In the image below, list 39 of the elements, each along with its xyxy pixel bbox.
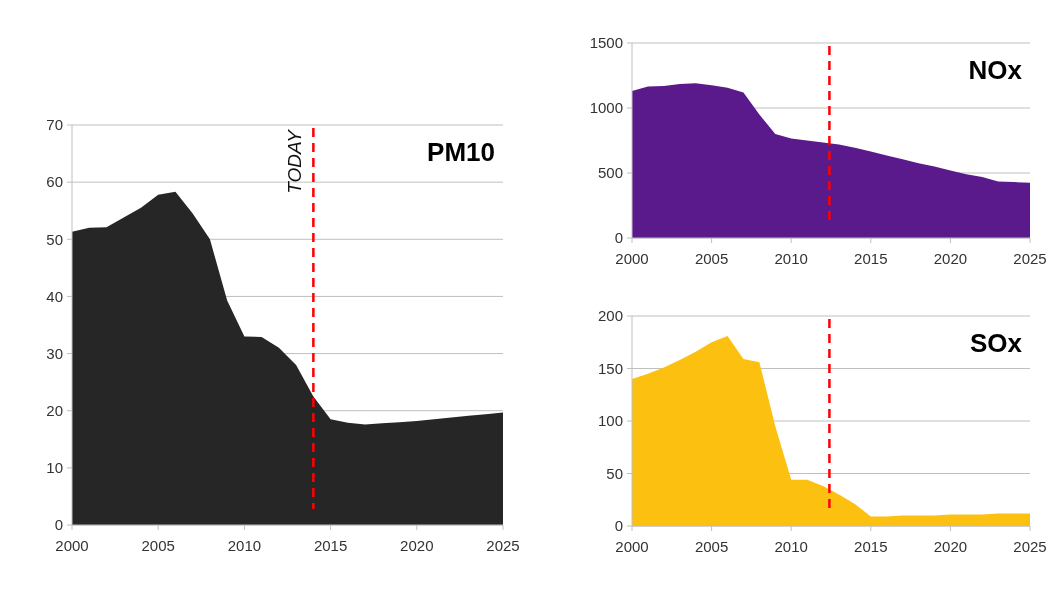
x-tick-label: 2015	[854, 250, 888, 267]
y-tick-label: 0	[54, 516, 63, 534]
y-tick-label: 0	[614, 229, 623, 247]
y-tick-label: 500	[597, 164, 623, 182]
text: SOx	[969, 328, 1023, 358]
x-tick-label: 2020	[933, 538, 968, 555]
y-tick-label: 50	[46, 230, 63, 248]
x-tick-label: 2000	[615, 538, 649, 555]
y-tick-label: 70	[46, 116, 63, 134]
y-tick-label: 60	[46, 173, 63, 191]
text: NOx	[968, 55, 1023, 85]
x-tick-label: 2020	[400, 537, 434, 554]
x-tick-label: 2020	[933, 250, 968, 267]
x-tick-label: 2015	[854, 538, 888, 555]
y-tick-label: 200	[597, 307, 623, 325]
y-tick-label: 0	[614, 517, 623, 535]
y-tick-label: 30	[46, 344, 63, 362]
ref-line-label: TODAY	[284, 128, 306, 194]
x-tick-label: 2025	[486, 537, 520, 554]
x-tick-label: 2005	[694, 250, 729, 267]
y-tick-label: 150	[597, 359, 623, 377]
x-tick-label: 2010	[227, 537, 262, 554]
x-tick-label: 2005	[694, 538, 729, 555]
x-tick-label: 2005	[141, 537, 175, 554]
y-tick-label: 1000	[589, 99, 623, 117]
y-tick-label: 1500	[589, 34, 623, 52]
x-tick-label: 2025	[1013, 538, 1047, 555]
x-tick-label: 2000	[55, 537, 89, 554]
text: PM10	[427, 137, 495, 167]
x-tick-label: 2000	[615, 250, 649, 267]
y-tick-label: 100	[597, 412, 623, 430]
x-tick-label: 2025	[1013, 250, 1047, 267]
x-tick-label: 2010	[774, 250, 808, 267]
y-tick-label: 10	[46, 459, 63, 477]
y-tick-label: 20	[46, 401, 63, 419]
x-tick-label: 2010	[774, 538, 808, 555]
x-tick-label: 2015	[313, 537, 348, 554]
y-tick-label: 50	[606, 464, 623, 482]
y-tick-label: 40	[46, 287, 63, 305]
